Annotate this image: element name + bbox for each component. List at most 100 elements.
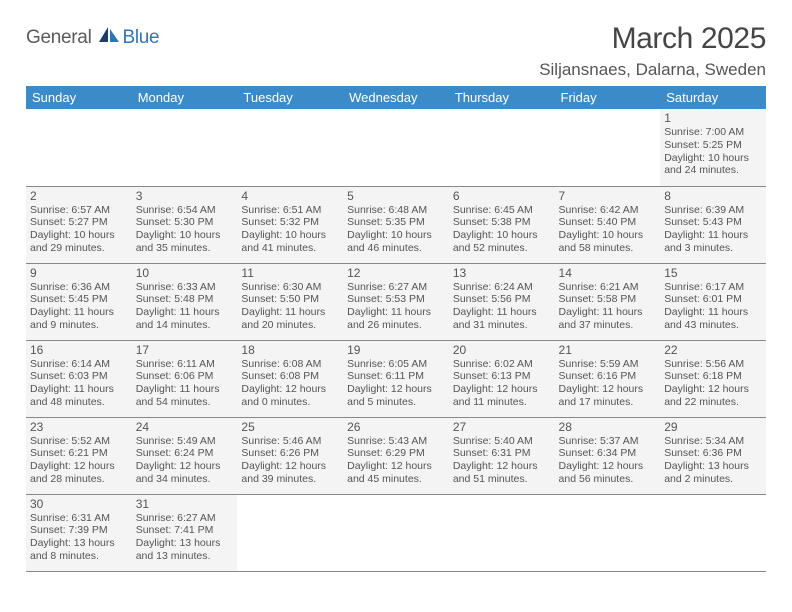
- day-header-monday: Monday: [132, 86, 238, 109]
- month-title: March 2025: [539, 22, 766, 56]
- day-number: 31: [136, 497, 234, 511]
- empty-cell: [26, 109, 132, 186]
- empty-cell: [660, 494, 766, 571]
- day-number: 26: [347, 420, 445, 434]
- daylight-line: Daylight: 13 hours and 13 minutes.: [136, 537, 234, 563]
- empty-cell: [237, 109, 343, 186]
- day-cell: 11Sunrise: 6:30 AMSunset: 5:50 PMDayligh…: [237, 263, 343, 340]
- day-cell: 26Sunrise: 5:43 AMSunset: 6:29 PMDayligh…: [343, 417, 449, 494]
- day-number: 7: [559, 189, 657, 203]
- sunrise-line: Sunrise: 5:56 AM: [664, 358, 762, 371]
- sunset-line: Sunset: 6:36 PM: [664, 447, 762, 460]
- sunrise-line: Sunrise: 5:49 AM: [136, 435, 234, 448]
- sunset-line: Sunset: 6:26 PM: [241, 447, 339, 460]
- daylight-line: Daylight: 10 hours and 29 minutes.: [30, 229, 128, 255]
- day-cell: 29Sunrise: 5:34 AMSunset: 6:36 PMDayligh…: [660, 417, 766, 494]
- calendar-body: 1Sunrise: 7:00 AMSunset: 5:25 PMDaylight…: [26, 109, 766, 571]
- sunrise-line: Sunrise: 7:00 AM: [664, 126, 762, 139]
- day-cell: 22Sunrise: 5:56 AMSunset: 6:18 PMDayligh…: [660, 340, 766, 417]
- day-number: 2: [30, 189, 128, 203]
- sunrise-line: Sunrise: 6:57 AM: [30, 204, 128, 217]
- empty-cell: [132, 109, 238, 186]
- daylight-line: Daylight: 11 hours and 31 minutes.: [453, 306, 551, 332]
- empty-cell: [449, 109, 555, 186]
- day-number: 6: [453, 189, 551, 203]
- day-cell: 31Sunrise: 6:27 AMSunset: 7:41 PMDayligh…: [132, 494, 238, 571]
- sunset-line: Sunset: 5:56 PM: [453, 293, 551, 306]
- day-cell: 2Sunrise: 6:57 AMSunset: 5:27 PMDaylight…: [26, 186, 132, 263]
- daylight-line: Daylight: 13 hours and 8 minutes.: [30, 537, 128, 563]
- sunset-line: Sunset: 6:18 PM: [664, 370, 762, 383]
- daylight-line: Daylight: 12 hours and 56 minutes.: [559, 460, 657, 486]
- week-row: 16Sunrise: 6:14 AMSunset: 6:03 PMDayligh…: [26, 340, 766, 417]
- sunrise-line: Sunrise: 6:27 AM: [136, 512, 234, 525]
- day-number: 21: [559, 343, 657, 357]
- week-row: 9Sunrise: 6:36 AMSunset: 5:45 PMDaylight…: [26, 263, 766, 340]
- day-number: 10: [136, 266, 234, 280]
- daylight-line: Daylight: 10 hours and 24 minutes.: [664, 152, 762, 178]
- day-header-friday: Friday: [555, 86, 661, 109]
- sunset-line: Sunset: 6:01 PM: [664, 293, 762, 306]
- daylight-line: Daylight: 12 hours and 51 minutes.: [453, 460, 551, 486]
- sunset-line: Sunset: 5:45 PM: [30, 293, 128, 306]
- day-cell: 1Sunrise: 7:00 AMSunset: 5:25 PMDaylight…: [660, 109, 766, 186]
- sunset-line: Sunset: 5:50 PM: [241, 293, 339, 306]
- day-number: 19: [347, 343, 445, 357]
- daylight-line: Daylight: 12 hours and 34 minutes.: [136, 460, 234, 486]
- day-cell: 6Sunrise: 6:45 AMSunset: 5:38 PMDaylight…: [449, 186, 555, 263]
- sunset-line: Sunset: 6:08 PM: [241, 370, 339, 383]
- sunset-line: Sunset: 5:27 PM: [30, 216, 128, 229]
- sunrise-line: Sunrise: 6:48 AM: [347, 204, 445, 217]
- day-header-tuesday: Tuesday: [237, 86, 343, 109]
- sunset-line: Sunset: 6:31 PM: [453, 447, 551, 460]
- sunrise-line: Sunrise: 6:11 AM: [136, 358, 234, 371]
- sunrise-line: Sunrise: 6:27 AM: [347, 281, 445, 294]
- day-cell: 8Sunrise: 6:39 AMSunset: 5:43 PMDaylight…: [660, 186, 766, 263]
- day-cell: 20Sunrise: 6:02 AMSunset: 6:13 PMDayligh…: [449, 340, 555, 417]
- sunrise-line: Sunrise: 6:33 AM: [136, 281, 234, 294]
- daylight-line: Daylight: 12 hours and 45 minutes.: [347, 460, 445, 486]
- day-number: 28: [559, 420, 657, 434]
- week-row: 23Sunrise: 5:52 AMSunset: 6:21 PMDayligh…: [26, 417, 766, 494]
- sunrise-line: Sunrise: 6:14 AM: [30, 358, 128, 371]
- day-header-thursday: Thursday: [449, 86, 555, 109]
- page: General Blue March 2025 Siljansnaes, Dal…: [0, 0, 792, 582]
- daylight-line: Daylight: 10 hours and 35 minutes.: [136, 229, 234, 255]
- daylight-line: Daylight: 12 hours and 22 minutes.: [664, 383, 762, 409]
- sunset-line: Sunset: 6:03 PM: [30, 370, 128, 383]
- sunset-line: Sunset: 6:29 PM: [347, 447, 445, 460]
- sunrise-line: Sunrise: 6:21 AM: [559, 281, 657, 294]
- sunrise-line: Sunrise: 6:05 AM: [347, 358, 445, 371]
- day-number: 25: [241, 420, 339, 434]
- sunset-line: Sunset: 5:48 PM: [136, 293, 234, 306]
- daylight-line: Daylight: 11 hours and 37 minutes.: [559, 306, 657, 332]
- sunset-line: Sunset: 5:40 PM: [559, 216, 657, 229]
- day-number: 16: [30, 343, 128, 357]
- day-cell: 23Sunrise: 5:52 AMSunset: 6:21 PMDayligh…: [26, 417, 132, 494]
- daylight-line: Daylight: 10 hours and 46 minutes.: [347, 229, 445, 255]
- daylight-line: Daylight: 12 hours and 5 minutes.: [347, 383, 445, 409]
- logo: General Blue: [26, 26, 159, 49]
- day-cell: 7Sunrise: 6:42 AMSunset: 5:40 PMDaylight…: [555, 186, 661, 263]
- empty-cell: [555, 109, 661, 186]
- sunset-line: Sunset: 5:43 PM: [664, 216, 762, 229]
- sunrise-line: Sunrise: 6:54 AM: [136, 204, 234, 217]
- sunset-line: Sunset: 5:53 PM: [347, 293, 445, 306]
- daylight-line: Daylight: 11 hours and 48 minutes.: [30, 383, 128, 409]
- day-cell: 30Sunrise: 6:31 AMSunset: 7:39 PMDayligh…: [26, 494, 132, 571]
- week-row: 1Sunrise: 7:00 AMSunset: 5:25 PMDaylight…: [26, 109, 766, 186]
- sunset-line: Sunset: 6:24 PM: [136, 447, 234, 460]
- empty-cell: [343, 494, 449, 571]
- sunrise-line: Sunrise: 6:17 AM: [664, 281, 762, 294]
- day-cell: 14Sunrise: 6:21 AMSunset: 5:58 PMDayligh…: [555, 263, 661, 340]
- logo-text-general: General: [26, 27, 92, 49]
- daylight-line: Daylight: 12 hours and 28 minutes.: [30, 460, 128, 486]
- sunrise-line: Sunrise: 6:42 AM: [559, 204, 657, 217]
- day-number: 27: [453, 420, 551, 434]
- day-cell: 12Sunrise: 6:27 AMSunset: 5:53 PMDayligh…: [343, 263, 449, 340]
- day-header-row: SundayMondayTuesdayWednesdayThursdayFrid…: [26, 86, 766, 109]
- day-header-wednesday: Wednesday: [343, 86, 449, 109]
- sunrise-line: Sunrise: 5:37 AM: [559, 435, 657, 448]
- day-cell: 28Sunrise: 5:37 AMSunset: 6:34 PMDayligh…: [555, 417, 661, 494]
- sunrise-line: Sunrise: 5:40 AM: [453, 435, 551, 448]
